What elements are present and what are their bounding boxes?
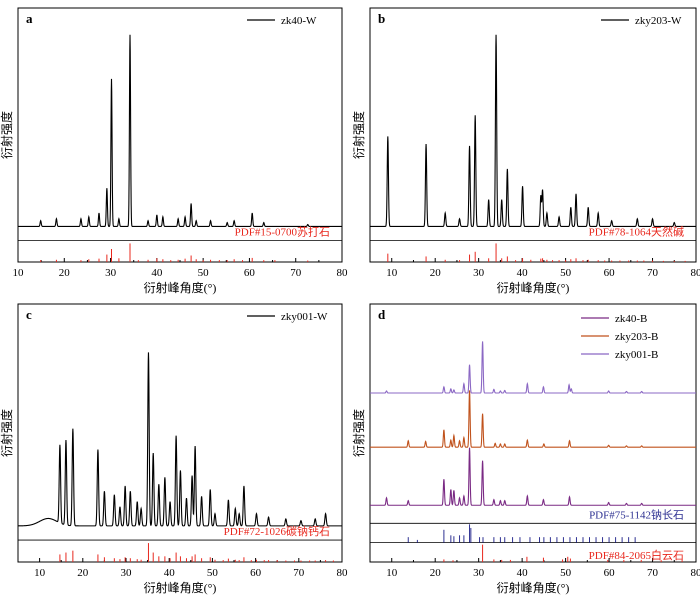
x-tick-label: 40 xyxy=(151,267,163,279)
reference-label: PDF#75-1142钠长石 xyxy=(589,507,684,521)
legend-label: zky203-B xyxy=(615,331,658,343)
x-axis-label: 衍射峰角度(°) xyxy=(497,580,570,595)
x-tick-label: 20 xyxy=(430,567,442,579)
x-tick-label: 50 xyxy=(198,267,210,279)
x-tick-label: 10 xyxy=(34,567,46,579)
panel-label: a xyxy=(26,11,33,26)
reference-label: PDF#84-2065白云石 xyxy=(589,548,684,562)
x-tick-label: 60 xyxy=(604,267,616,279)
x-tick-label: 20 xyxy=(77,567,89,579)
series-line-zk40-W xyxy=(18,34,342,227)
x-tick-label: 40 xyxy=(517,567,529,579)
panel-label: b xyxy=(378,11,385,26)
x-tick-label: 80 xyxy=(337,267,349,279)
series-line-zk40-B xyxy=(370,447,696,506)
x-axis-label: 衍射峰角度(°) xyxy=(497,280,570,295)
x-tick-label: 70 xyxy=(647,567,659,579)
x-tick-label: 40 xyxy=(164,567,176,579)
x-tick-label: 20 xyxy=(59,267,71,279)
plot-frame xyxy=(17,303,343,563)
series-line-zky203-W xyxy=(370,34,696,227)
y-axis-label: 衍射强度 xyxy=(0,409,14,457)
y-axis-label: 衍射强度 xyxy=(351,111,366,159)
x-tick-label: 20 xyxy=(430,267,442,279)
x-tick-label: 70 xyxy=(293,567,305,579)
chart-panel-a: 10 20 30 40 50 60 70 80 衍射峰角度(°) 衍射强度 a zk40-W PDF#1… xyxy=(0,7,349,295)
x-tick-label: 30 xyxy=(473,567,485,579)
x-tick-label: 60 xyxy=(250,567,262,579)
plot-frame xyxy=(17,7,343,263)
legend-label: zky001-W xyxy=(281,311,328,323)
x-tick-label: 10 xyxy=(386,267,398,279)
legend-label: zk40-W xyxy=(281,15,317,27)
x-tick-label: 70 xyxy=(290,267,302,279)
x-tick-label: 50 xyxy=(560,267,572,279)
chart-panel-d: 10 20 30 40 50 60 70 80 衍射峰角度(°) 衍射强度 d zk40-B zky20… xyxy=(351,303,700,595)
x-tick-label: 80 xyxy=(691,567,700,579)
x-tick-label: 60 xyxy=(604,567,616,579)
series-line-zky001-B xyxy=(370,341,696,394)
x-tick-label: 70 xyxy=(647,267,659,279)
reference-label: PDF#78-1064天然碱 xyxy=(589,224,684,238)
reference-label: PDF#15-0700苏打石 xyxy=(235,224,330,238)
legend-label: zky001-B xyxy=(615,349,658,361)
x-tick-label: 30 xyxy=(121,567,133,579)
x-tick-label: 50 xyxy=(560,567,572,579)
x-tick-label: 10 xyxy=(13,267,25,279)
x-tick-label: 30 xyxy=(473,267,485,279)
x-tick-label: 80 xyxy=(337,567,349,579)
reference-label: PDF#72-1026碳钠钙石 xyxy=(224,524,330,538)
chart-panel-c: 10 20 30 40 50 60 70 80 衍射峰角度(°) 衍射强度 c zky001-W PDF… xyxy=(0,303,349,595)
panel-label: c xyxy=(26,307,32,322)
x-axis-label: 衍射峰角度(°) xyxy=(144,280,217,295)
x-tick-label: 40 xyxy=(517,267,529,279)
y-axis-label: 衍射强度 xyxy=(0,111,14,159)
x-axis-label: 衍射峰角度(°) xyxy=(144,580,217,595)
legend-label: zk40-B xyxy=(615,313,647,325)
x-tick-label: 60 xyxy=(244,267,256,279)
plot-frame xyxy=(369,7,697,263)
series-line-zky001-W xyxy=(18,352,342,527)
x-tick-label: 10 xyxy=(386,567,398,579)
legend-label: zky203-W xyxy=(635,15,682,27)
y-axis-label: 衍射强度 xyxy=(351,409,366,457)
chart-panel-b: 10 20 30 40 50 60 70 80 衍射峰角度(°) 衍射强度 b zky203-W PDF… xyxy=(351,7,700,295)
x-tick-label: 80 xyxy=(691,267,700,279)
plot-frame xyxy=(369,303,697,563)
series-line-zky203-B xyxy=(370,390,696,448)
x-tick-label: 50 xyxy=(207,567,219,579)
panel-label: d xyxy=(378,307,386,322)
x-tick-label: 30 xyxy=(105,267,117,279)
